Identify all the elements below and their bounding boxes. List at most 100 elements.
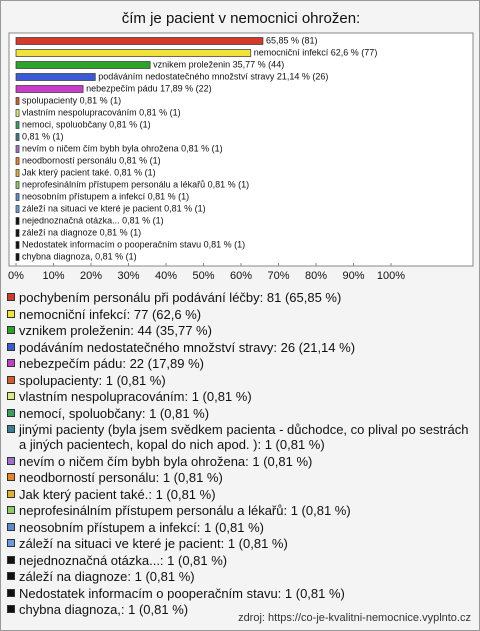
legend-item: Jak který pacient také.: 1 (0,81 %): [7, 487, 473, 502]
legend-item: vznikem proleženin: 44 (35,77 %): [7, 323, 473, 338]
value-label: nemocniční infekcí 62,6 % (77): [254, 47, 378, 57]
bar: [15, 217, 20, 225]
bar: [15, 229, 20, 237]
x-tick-label: 80%: [305, 270, 327, 282]
bar: [15, 49, 252, 57]
legend-swatch: [7, 425, 15, 433]
legend-swatch: [7, 539, 15, 547]
value-label: nemoci, spoluobčany 0,81 % (1): [22, 119, 151, 129]
value-label: neosobním přístupem a infekcí 0,81 % (1): [22, 191, 189, 201]
bar: [15, 97, 20, 105]
bar: [15, 157, 20, 165]
legend-label: nejednoznačná otázka...: 1 (0,81 %): [19, 552, 228, 568]
x-tick-label: 60%: [230, 270, 252, 282]
bar: [15, 133, 20, 141]
value-label: vlastním nespolupracováním 0,81 % (1): [22, 107, 181, 117]
x-tick-label: 50%: [192, 270, 214, 282]
bar: [15, 241, 20, 249]
bar: [15, 61, 151, 69]
bar: [15, 169, 20, 177]
value-label: Jak který pacient také. 0,81 % (1): [22, 167, 156, 177]
value-label: nebezpečím pádu 17,89 % (22): [86, 83, 212, 93]
legend-item: neosobním přístupem a infekcí: 1 (0,81 %…: [7, 520, 473, 535]
legend-swatch: [7, 456, 15, 465]
legend-swatch: [7, 489, 15, 498]
bar: [15, 37, 264, 45]
bar: [15, 121, 20, 129]
value-label: neprofesinálním přístupem personálu a lé…: [22, 179, 249, 189]
legend-item: jinými pacienty (byla jsem svědkem pacie…: [7, 422, 473, 452]
x-tick-label: 40%: [155, 270, 177, 282]
legend-swatch: [7, 555, 15, 564]
bar: [15, 205, 20, 213]
x-tick-label: 20%: [80, 270, 102, 282]
legend-swatch: [7, 506, 15, 514]
legend-item: záleží na diagnoze: 1 (0,81 %): [7, 569, 473, 584]
legend-item: záleží na situaci ve které je pacient: 1…: [7, 536, 473, 551]
legend-label: záleží na diagnoze: 1 (0,81 %): [19, 569, 195, 584]
value-label: záleží na situaci ve které je pacient 0,…: [22, 203, 206, 213]
legend-label: vlastním nespolupracováním: 1 (0,81 %): [19, 389, 252, 404]
value-label: 65,85 % (81): [266, 35, 318, 45]
legend-item: Nedostatek informacím o pooperačním stav…: [7, 586, 473, 601]
legend-label: jinými pacienty (byla jsem svědkem pacie…: [19, 422, 469, 452]
bar: [15, 145, 20, 153]
legend-label: chybna diagnoza,: 1 (0,81 %): [19, 602, 189, 617]
chart: čím je pacient v nemocnici ohrožen: 0% 10…: [8, 10, 474, 282]
value-label: neodborností personálu 0,81 % (1): [22, 155, 161, 165]
legend-label: spolupacienty: 1 (0,81 %): [19, 372, 166, 388]
legend: pochybením personálu při podávání léčby:…: [7, 290, 473, 619]
legend-item: nemocí, spoluobčany: 1 (0,81 %): [7, 406, 473, 421]
legend-label: záleží na situaci ve které je pacient: 1…: [19, 536, 288, 551]
legend-label: neosobním přístupem a infekcí: 1 (0,81 %…: [19, 519, 264, 535]
legend-label: nevím o ničem čím bybh byla ohrožena: 1 …: [19, 453, 313, 469]
legend-swatch: [7, 342, 15, 351]
legend-swatch: [7, 588, 15, 597]
legend-label: neodborností personálu: 1 (0,81 %): [19, 470, 223, 485]
legend-item: nejednoznačná otázka...: 1 (0,81 %): [7, 553, 473, 568]
legend-label: Jak který pacient také.: 1 (0,81 %): [19, 486, 216, 502]
legend-swatch: [7, 293, 15, 301]
bar: [15, 85, 84, 93]
value-label: nejednoznačná otázka... 0,81 % (1): [22, 215, 164, 225]
legend-label: neprofesinálním přístupem personálu a lé…: [19, 503, 351, 518]
legend-label: podáváním nedostatečného množství stravy…: [19, 339, 356, 355]
legend-swatch: [7, 392, 15, 400]
value-label: chybna diagnoza, 0,81 % (1): [22, 251, 137, 261]
legend-swatch: [7, 375, 15, 384]
legend-item: podáváním nedostatečného množství stravy…: [7, 340, 473, 355]
legend-label: nebezpečím pádu: 22 (17,89 %): [19, 356, 205, 371]
value-label: spolupacienty 0,81 % (1): [22, 95, 121, 105]
value-label: vznikem proleženin 35,77 % (44): [153, 59, 284, 69]
value-label: 0,81 % (1): [22, 131, 64, 141]
legend-label: Nedostatek informacím o pooperačním stav…: [19, 585, 345, 601]
legend-label: pochybením personálu při podávání léčby:…: [19, 290, 342, 305]
legend-item: nebezpečím pádu: 22 (17,89 %): [7, 356, 473, 371]
legend-item: nemocniční infekcí: 77 (62,6 %): [7, 307, 473, 322]
legend-item: neprofesinálním přístupem personálu a lé…: [7, 503, 473, 518]
value-label: záleží na diagnoze 0,81 % (1): [22, 227, 141, 237]
legend-label: vznikem proleženin: 44 (35,77 %): [19, 323, 212, 338]
legend-item: neodborností personálu: 1 (0,81 %): [7, 470, 473, 485]
bar: [15, 181, 20, 189]
legend-swatch: [7, 572, 15, 580]
legend-label: nemocí, spoluobčany: 1 (0,81 %): [19, 405, 210, 421]
legend-swatch: [7, 359, 15, 367]
legend-swatch: [7, 605, 15, 613]
x-tick-label: 30%: [117, 270, 139, 282]
legend-item: chybna diagnoza,: 1 (0,81 %): [7, 602, 473, 617]
value-label: nevím o ničem čím bybh byla ohrožena 0,8…: [22, 143, 223, 153]
legend-swatch: [7, 408, 15, 417]
legend-label: nemocniční infekcí: 77 (62,6 %): [19, 306, 202, 322]
legend-swatch: [7, 522, 15, 531]
bar: [15, 193, 20, 201]
value-label: Nedostatek informacím o pooperačním stav…: [22, 239, 245, 249]
bar: [15, 73, 96, 81]
x-tick-label: 70%: [267, 270, 289, 282]
legend-item: nevím o ničem čím bybh byla ohrožena: 1 …: [7, 454, 473, 469]
chart-title: čím je pacient v nemocnici ohrožen:: [122, 10, 360, 27]
x-tick-label: 10%: [42, 270, 64, 282]
legend-item: spolupacienty: 1 (0,81 %): [7, 373, 473, 388]
legend-swatch: [7, 326, 15, 334]
